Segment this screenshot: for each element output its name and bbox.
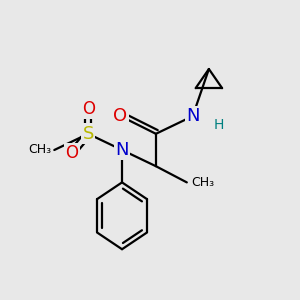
Text: N: N	[115, 141, 129, 159]
Text: H: H	[213, 118, 224, 132]
Text: CH₃: CH₃	[28, 143, 51, 157]
Text: O: O	[82, 100, 95, 118]
Text: S: S	[82, 125, 94, 143]
Text: O: O	[113, 107, 128, 125]
Text: CH₃: CH₃	[191, 176, 214, 189]
Text: N: N	[186, 107, 200, 125]
Text: O: O	[65, 144, 79, 162]
